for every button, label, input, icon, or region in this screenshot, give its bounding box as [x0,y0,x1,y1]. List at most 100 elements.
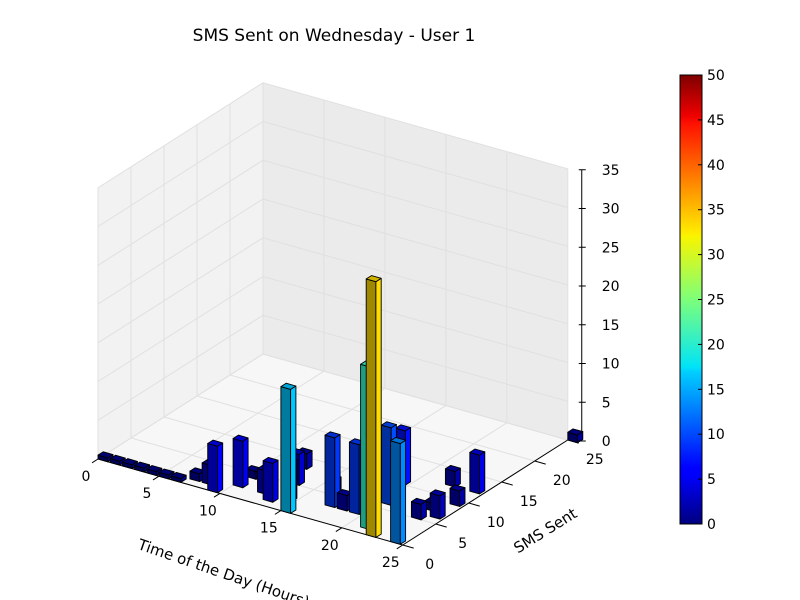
z-tick-label: 30 [602,202,620,218]
bar [567,428,584,444]
z-tick-label: 10 [602,357,620,373]
x-tick-label: 10 [199,503,217,519]
z-grid-line [97,275,568,382]
bar [324,431,341,509]
y-tick-mark [435,523,447,528]
bar-top-face [262,456,279,464]
bar-side-face [298,450,305,486]
bar [121,458,138,470]
y-tick-mark [402,544,414,549]
x-tick-mark [213,492,221,498]
colorbar-tick-label: 45 [707,113,725,129]
bar-side-face [404,427,412,486]
bar-top-face [158,468,175,476]
x-tick-mark [335,527,343,533]
z-grid-line [97,120,568,227]
tick-labels: 0 5 10 15 20 25 0 5 10 15 20 25 0 5 10 15 20 25 30 35 [82,163,620,573]
z-tick-label: 35 [602,163,620,179]
bar-top-face [429,489,446,497]
z-tick-label: 15 [602,318,620,334]
y-axis-line [402,439,569,546]
bar [390,436,407,545]
y-tick-label: 5 [458,536,467,552]
x-tick-label: 20 [321,538,339,554]
bar-side-face [217,442,224,494]
x-tick-mark [396,544,404,550]
bar-top-face [449,484,466,492]
y-tick-mark [468,502,480,507]
bar-top-face [444,464,461,472]
bar-top-face [469,448,486,456]
x-tick-label: 5 [142,486,151,502]
bar [170,471,187,483]
bar-front-face [380,424,392,506]
y-axis-label: SMS Sent [511,504,581,557]
colorbar-tick-label: 5 [707,472,716,488]
colorbar-tick-label: 35 [707,203,725,219]
bar [410,497,427,521]
bar-front-face [348,441,360,515]
bar-top-face [390,436,407,445]
z-grid-line [97,82,568,189]
colorbar-tick-label: 50 [707,68,725,84]
z-grid-line [97,198,568,305]
bar [134,461,151,473]
bar-top-face [109,454,126,462]
z-tick-label: 20 [602,279,620,295]
z-grid-line [97,237,568,344]
y-tick-label: 20 [553,473,571,489]
z-grid-line [97,159,568,266]
colorbar-tick-label: 25 [707,293,725,309]
bar-top-face [380,421,397,429]
bar-side-face [290,385,297,514]
bar [449,484,466,507]
x-tick-label: 25 [382,555,400,571]
z-tick-label: 0 [602,434,611,450]
x-tick-mark [91,458,99,464]
bar-front-face [207,443,218,494]
y-tick-mark [567,439,579,444]
colorbar-tick-label: 40 [707,158,725,174]
y-tick-label: 15 [520,494,538,510]
bar-top-face [410,497,427,505]
back-pane [263,82,568,441]
x-tick-label: 0 [82,469,91,485]
bar-top-face [170,471,187,479]
colorbar: 0 5 10 15 20 25 30 35 40 45 50 [679,68,725,533]
bar [469,448,486,495]
bar [365,275,382,538]
bar-front-face [429,492,441,520]
bar-side-face [242,437,249,489]
bar-top-face [146,465,163,473]
bar-side-face [375,277,382,538]
bars-layer [97,275,584,545]
bar-front-face [280,386,292,514]
bar-top-face [121,458,138,466]
z-tick-label: 25 [602,240,620,256]
z-tick-label: 5 [602,395,611,411]
bar [280,382,297,514]
bar [429,489,446,520]
x-tick-mark [274,510,282,515]
left-pane [98,82,263,460]
x-tick-label: 15 [260,521,278,537]
bar-top-face [395,424,412,432]
bar-side-face [399,439,407,545]
x-tick-mark [152,475,160,481]
y-tick-label: 25 [586,452,604,468]
colorbar-tick-label: 10 [707,427,725,443]
bar-top-face [207,439,224,447]
bar-top-face [232,434,249,442]
bar-front-face [365,278,377,538]
bar-side-face [272,459,279,503]
bar-top-face [97,451,114,459]
y-tick-label: 0 [425,557,434,573]
bar-side-face [439,492,446,520]
y-tick-mark [534,460,546,465]
bar [207,439,224,494]
bar [232,434,249,489]
bar-top-face [324,431,341,439]
bar-front-face [390,440,401,545]
bar [444,464,461,488]
bar-front-face [324,434,336,509]
